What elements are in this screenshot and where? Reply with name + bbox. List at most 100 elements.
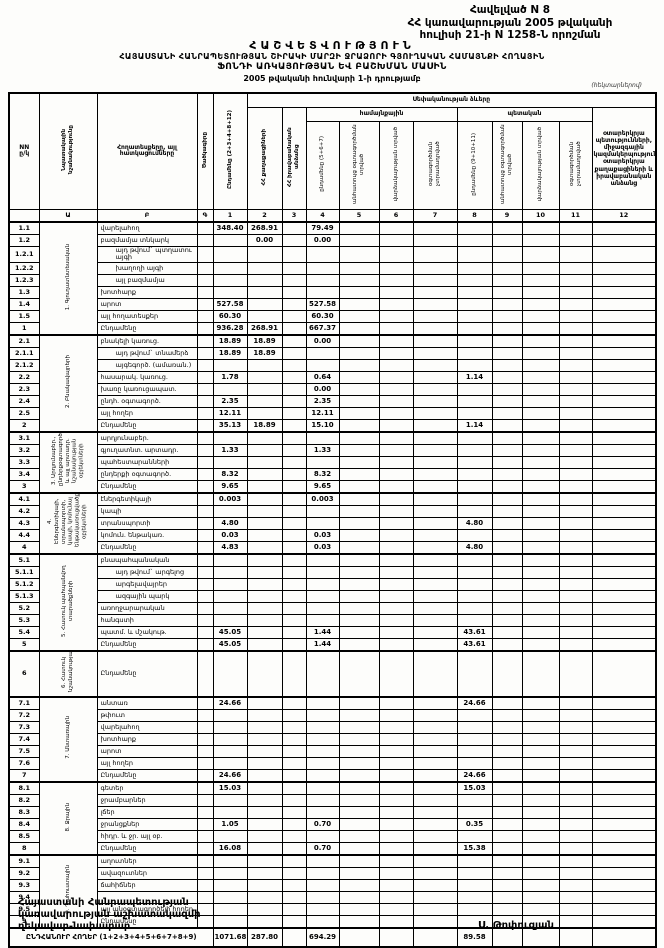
value-cell [305, 245, 340, 263]
value-cell [281, 504, 307, 518]
value-cell [246, 720, 283, 734]
code-cell [196, 841, 214, 856]
table-row: 4.1 4. Էներգետիկայի, տրանսպորտի, կապի, կո… [8, 491, 657, 555]
value-cell: 1.05 [212, 817, 248, 831]
value-cell [378, 613, 414, 627]
col-index: Բ [96, 208, 198, 223]
value-cell: 527.58 [212, 297, 248, 311]
value-cell [338, 418, 380, 433]
col-header-land-types: Հողատեսքերը, այլ հատկացումները [96, 92, 198, 210]
value-cell [591, 577, 657, 591]
value-cell [281, 552, 307, 567]
value-cell [338, 455, 380, 469]
value-cell [378, 358, 414, 372]
value-cell [246, 841, 283, 856]
value-cell [491, 649, 523, 698]
value-cell [521, 756, 560, 770]
value-cell: 43.61 [456, 625, 493, 639]
value-cell [246, 479, 283, 494]
value-cell [521, 394, 560, 408]
value-cell [212, 382, 248, 396]
value-cell [591, 793, 657, 807]
value-cell [246, 455, 283, 469]
value-cell [521, 479, 560, 494]
row-number: 5.1.3 [8, 589, 40, 603]
value-cell [521, 220, 560, 235]
value-cell [591, 720, 657, 734]
value-cell [246, 528, 283, 542]
row-number: 7.6 [8, 756, 40, 770]
value-cell [281, 321, 307, 336]
code-cell [196, 261, 214, 275]
value-cell: 24.66 [456, 768, 493, 783]
row-number: 4.4 [8, 528, 40, 542]
table-row: 4.4 կոմուն. ենթակառ. 0.03 0.03 [8, 528, 657, 542]
code-cell [196, 467, 214, 481]
value-cell [412, 744, 458, 758]
value-cell [246, 695, 283, 710]
value-cell [591, 273, 657, 287]
value-cell [246, 309, 283, 323]
value-cell [338, 649, 380, 698]
row-number: 5.1.2 [8, 577, 40, 591]
code-cell [196, 245, 214, 263]
value-cell [521, 805, 560, 819]
value-cell [521, 273, 560, 287]
land-type-label: այլ հողատեսքեր [96, 309, 198, 323]
grand-total-value: 1071.68 [212, 926, 248, 948]
value-cell [212, 756, 248, 770]
row-number: 7 [8, 768, 40, 783]
row-number: 2.1.2 [8, 358, 40, 372]
value-cell [378, 504, 414, 518]
land-type-label: հասարակ. կառուց. [96, 370, 198, 384]
land-type-label: Ընդամենը [96, 479, 198, 494]
table-row: 1.2.2 խաղողի այգի [8, 261, 657, 275]
value-cell [378, 780, 414, 795]
value-cell [305, 565, 340, 579]
value-cell [558, 540, 593, 555]
value-cell [412, 866, 458, 880]
value-cell: 60.30 [212, 309, 248, 323]
value-cell [558, 516, 593, 530]
value-cell [456, 565, 493, 579]
value-cell [491, 577, 523, 591]
value-cell [212, 853, 248, 868]
value-cell [338, 285, 380, 299]
land-type-label: կապի [96, 504, 198, 518]
land-type-label: թփուտ [96, 708, 198, 722]
value-cell [591, 418, 657, 433]
value-cell [591, 890, 657, 904]
code-cell [196, 744, 214, 758]
value-cell [591, 914, 657, 929]
value-cell [305, 853, 340, 868]
value-cell [491, 878, 523, 892]
value-cell [412, 491, 458, 506]
code-cell [196, 552, 214, 567]
value-cell [338, 491, 380, 506]
value-cell [456, 346, 493, 360]
value-cell [521, 552, 560, 567]
row-number: 5.4 [8, 625, 40, 639]
value-cell [558, 878, 593, 892]
value-cell [491, 528, 523, 542]
land-type-label: ջրամբարներ [96, 793, 198, 807]
value-cell [521, 793, 560, 807]
code-cell [196, 528, 214, 542]
value-cell [378, 245, 414, 263]
value-cell [378, 589, 414, 603]
value-cell [246, 577, 283, 591]
value-cell [491, 817, 523, 831]
value-cell [281, 479, 307, 494]
code-cell [196, 649, 214, 698]
value-cell [246, 708, 283, 722]
row-number: 8.2 [8, 793, 40, 807]
col-index: 1 [212, 208, 248, 223]
value-cell [491, 637, 523, 652]
value-cell [558, 601, 593, 615]
value-cell [338, 430, 380, 445]
code-cell [196, 418, 214, 433]
value-cell: 24.66 [212, 768, 248, 783]
value-cell [378, 829, 414, 843]
value-cell [281, 841, 307, 856]
value-cell [456, 443, 493, 457]
